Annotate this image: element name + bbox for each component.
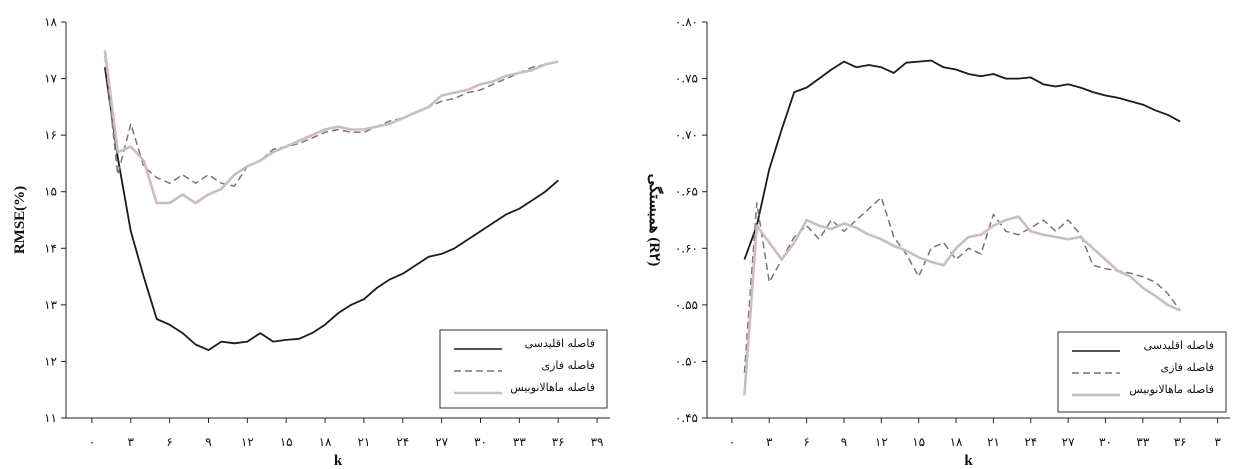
y-axis-title: همبستگی (R۲) xyxy=(646,174,664,266)
x-tick-label: ۱۸ xyxy=(319,435,332,449)
y-tick-label: ۱۵ xyxy=(44,185,57,199)
y-tick-label: ۱۶ xyxy=(44,128,57,142)
series-line-fuzzy xyxy=(743,196,1181,373)
y-tick-label: ۰.۵۵ xyxy=(675,298,698,312)
x-tick-label: ۲۱ xyxy=(357,435,370,449)
correlation-chart: ۰.۴۵۰.۵۰۰.۵۵۰.۶۰۰.۶۵۰.۷۰۰.۷۵۰.۸۰۰ ۳ ۶ ۹ ۱۲ ۱۵… xyxy=(646,15,1230,469)
series-line-fuzzy xyxy=(104,55,559,187)
legend-label-fuzzy: فاصله فازی xyxy=(541,359,595,372)
x-tick-label: ۶ xyxy=(803,435,809,449)
legend: فاصله اقلیدسی فاصله فازی فاصله ماهالانوبیس xyxy=(1057,331,1227,413)
x-tick-label: ۱۵ xyxy=(912,435,925,449)
y-tick-label: ۱۲ xyxy=(44,354,57,368)
x-tick-label: ۰ xyxy=(89,435,95,449)
x-tick-label: ۳۰ xyxy=(1099,435,1112,449)
x-tick-label: ۲۴ xyxy=(1024,435,1037,449)
y-tick-label: ۰.۷۵ xyxy=(675,72,698,86)
x-tick-label: ۱۲ xyxy=(241,435,254,449)
y-tick-label: ۱۱ xyxy=(44,411,57,425)
y-tick-label: ۰.۶۰ xyxy=(675,241,698,255)
y-tick-label: ۱۸ xyxy=(44,15,57,29)
legend-box xyxy=(1057,331,1227,413)
x-tick-label: ۳ xyxy=(128,435,135,449)
legend: فاصله اقلیدسی فاصله فازی فاصله ماهالانوبیس xyxy=(439,329,608,409)
x-tick-label: ۶ xyxy=(166,435,172,449)
series-line-euclidean xyxy=(104,67,559,352)
x-tick-label: ۳۶ xyxy=(552,435,565,449)
legend-label-euclidean: فاصله اقلیدسی xyxy=(1144,339,1214,352)
x-tick-label: ۳۹ xyxy=(591,435,604,449)
x-axis-title: k xyxy=(964,453,973,469)
legend-label-mahalanobis: فاصله ماهالانوبیس xyxy=(510,381,595,394)
y-tick-label: ۱۴ xyxy=(44,241,57,255)
x-tick-label: ۳ xyxy=(1214,435,1221,449)
x-tick-label: ۳۳ xyxy=(1136,435,1149,449)
y-tick-label: ۱۳ xyxy=(44,298,57,312)
x-tick-label: ۳۶ xyxy=(1174,435,1187,449)
x-tick-label: ۳ xyxy=(766,435,773,449)
x-tick-label: ۱۲ xyxy=(875,435,888,449)
x-tick-label: ۱۵ xyxy=(280,435,293,449)
x-tick-label: ۹ xyxy=(841,435,847,449)
y-tick-label: ۰.۷۰ xyxy=(675,128,698,142)
y-tick-label: ۰.۵۰ xyxy=(675,354,698,368)
legend-label-fuzzy: فاصله فازی xyxy=(1160,361,1214,374)
x-tick-label: ۲۷ xyxy=(435,435,448,449)
x-tick-label: ۲۱ xyxy=(987,435,1000,449)
y-tick-label: ۰.۴۵ xyxy=(675,411,698,425)
x-tick-label: ۳۰ xyxy=(474,435,487,449)
x-tick-label: ۲۷ xyxy=(1062,435,1075,449)
series-line-euclidean xyxy=(743,59,1181,260)
series-line-mahalanobis xyxy=(743,215,1181,396)
y-axis-title: RMSE(%) xyxy=(12,186,28,254)
series-line-mahalanobis xyxy=(103,50,559,205)
legend-label-euclidean: فاصله اقلیدسی xyxy=(525,337,595,350)
x-tick-label: ۰ xyxy=(729,435,735,449)
y-tick-label: ۱۷ xyxy=(44,72,57,86)
x-axis-title: k xyxy=(334,453,343,469)
x-tick-label: ۹ xyxy=(205,435,211,449)
y-tick-label: ۰.۶۵ xyxy=(675,185,698,199)
y-tick-label: ۰.۸۰ xyxy=(675,15,698,29)
x-tick-label: ۱۸ xyxy=(950,435,963,449)
legend-label-mahalanobis: فاصله ماهالانوبیس xyxy=(1129,383,1214,396)
x-tick-label: ۲۴ xyxy=(396,435,409,449)
legend-box xyxy=(439,329,608,409)
x-tick-label: ۳۳ xyxy=(513,435,526,449)
